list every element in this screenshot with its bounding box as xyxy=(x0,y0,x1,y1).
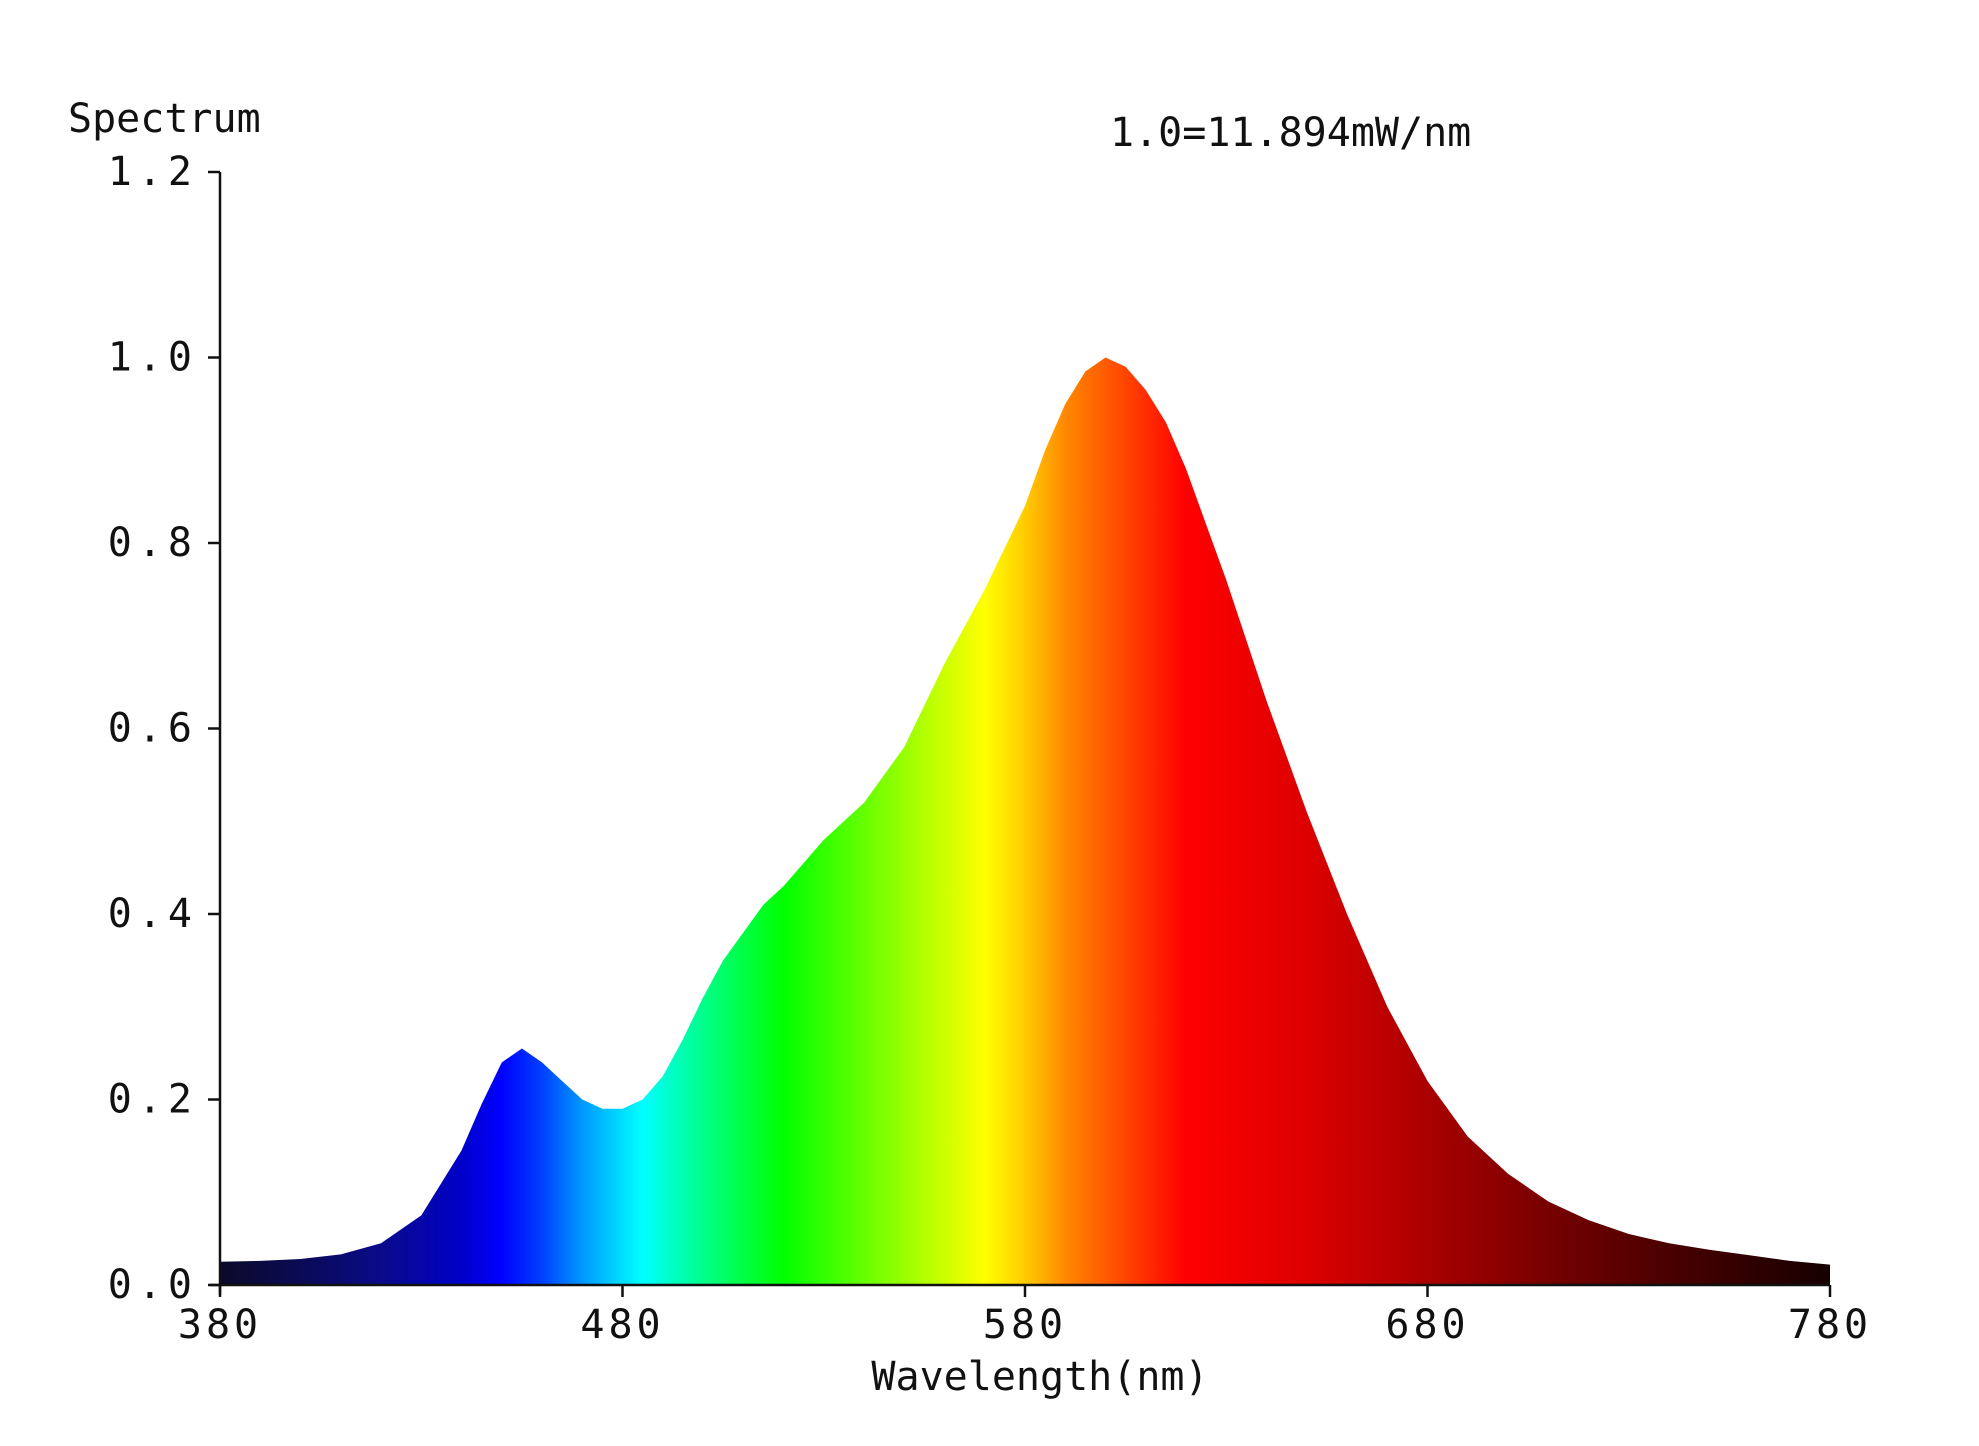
y-ticks: 0.0 0.2 0.4 0.6 0.8 1.0 1.2 xyxy=(108,149,220,1308)
y-tick-label: 0.0 xyxy=(108,1262,198,1308)
x-tick-label: 380 xyxy=(178,1302,262,1348)
y-axis-title: Spectrum xyxy=(68,96,261,142)
x-tick-label: 680 xyxy=(1385,1302,1469,1348)
y-tick-label: 1.0 xyxy=(108,335,198,381)
plot-area xyxy=(220,357,1830,1285)
x-tick-label: 580 xyxy=(983,1302,1067,1348)
x-tick-label: 480 xyxy=(580,1302,664,1348)
scale-note: 1.0=11.894mW/nm xyxy=(1110,110,1471,156)
spectrum-area xyxy=(220,357,1830,1285)
x-ticks: 380 480 580 680 780 xyxy=(178,1285,1872,1348)
x-axis-title: Wavelength(nm) xyxy=(871,1354,1208,1400)
axes: 0.0 0.2 0.4 0.6 0.8 1.0 1.2 380 480 580 680 780 xyxy=(108,149,1872,1348)
y-tick-label: 0.4 xyxy=(108,891,198,937)
y-tick-label: 0.8 xyxy=(108,520,198,566)
y-tick-label: 1.2 xyxy=(108,149,198,195)
x-tick-label: 780 xyxy=(1788,1302,1872,1348)
y-tick-label: 0.2 xyxy=(108,1077,198,1123)
y-tick-label: 0.6 xyxy=(108,706,198,752)
